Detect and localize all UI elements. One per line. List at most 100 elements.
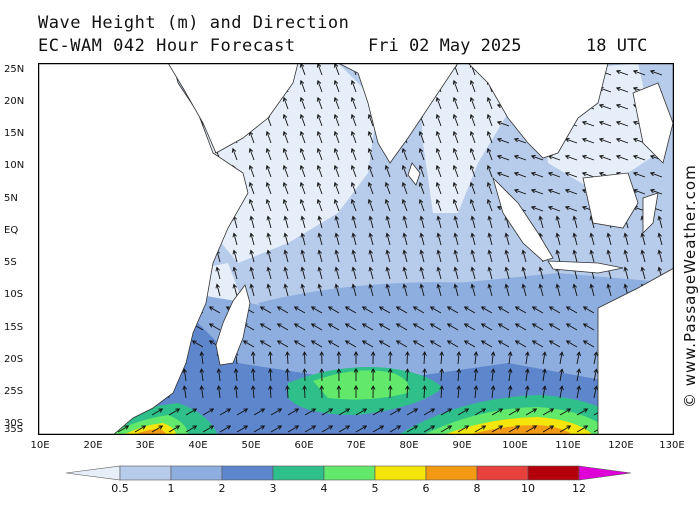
legend-label: 0.5 xyxy=(111,482,129,495)
wave-arrow xyxy=(402,148,408,161)
wave-arrow-head xyxy=(249,232,254,238)
wave-arrow-head xyxy=(632,171,638,177)
wave-arrow xyxy=(440,408,452,416)
wave-arrow xyxy=(436,148,442,161)
wave-arrow-head xyxy=(175,408,181,413)
wave-arrow xyxy=(436,165,442,178)
wave-arrow xyxy=(219,425,231,433)
wave-arrow-head xyxy=(419,232,424,238)
wave-arrow xyxy=(301,216,306,229)
wave-arrow-head xyxy=(311,425,317,430)
wave-arrow-head xyxy=(419,249,424,255)
wave-arrow-head xyxy=(418,130,424,136)
wave-arrow xyxy=(328,340,340,348)
wave-arrow-head xyxy=(581,171,587,177)
wave-arrow-head xyxy=(463,340,469,345)
wave-arrow-head xyxy=(419,266,424,272)
wave-arrow xyxy=(283,182,289,195)
wave-arrow xyxy=(641,267,646,280)
wave-arrow xyxy=(633,189,646,195)
lat-label: 5S xyxy=(4,257,17,268)
wave-arrow xyxy=(487,182,493,195)
wave-arrow-head xyxy=(336,368,342,373)
wave-arrow xyxy=(582,138,595,144)
wave-arrow-head xyxy=(615,86,621,92)
wave-arrow xyxy=(318,216,323,229)
wave-arrow-head xyxy=(657,215,662,221)
wave-arrow-head xyxy=(486,198,492,204)
wave-arrow-head xyxy=(379,408,385,413)
wave-arrow-head xyxy=(456,351,462,356)
wave-arrow xyxy=(583,323,595,331)
wave-arrow-head xyxy=(243,425,249,430)
wave-arrow xyxy=(508,425,520,433)
wave-arrow-head xyxy=(649,69,655,75)
wave-arrow xyxy=(151,425,163,433)
wave-arrow xyxy=(470,131,476,144)
wave-arrow-head xyxy=(598,171,604,177)
wave-arrow-head xyxy=(243,408,249,413)
wave-arrow-head xyxy=(469,113,475,119)
wave-arrow xyxy=(183,386,187,399)
wave-arrow xyxy=(301,233,306,246)
wave-arrow-head xyxy=(208,340,214,345)
wave-arrow-head xyxy=(469,96,475,102)
wave-arrow-head xyxy=(507,368,513,374)
wave-arrow-head xyxy=(350,181,356,187)
wave-arrow-head xyxy=(582,306,588,311)
wave-arrow xyxy=(269,385,272,399)
wave-arrow xyxy=(216,284,221,297)
wave-arrow xyxy=(641,233,646,246)
wave-arrow xyxy=(457,425,469,433)
wave-arrow-head xyxy=(542,385,547,391)
wave-arrow-head xyxy=(268,385,273,390)
wave-arrow-head xyxy=(387,368,393,373)
wave-arrow-head xyxy=(319,368,325,373)
wave-arrow-head xyxy=(300,266,305,272)
wave-arrow xyxy=(202,425,214,433)
wave-arrow-head xyxy=(250,351,256,356)
wave-arrow-head xyxy=(350,198,356,204)
wave-arrow-head xyxy=(368,283,373,289)
wave-arrow-head xyxy=(353,368,359,373)
wave-arrow-head xyxy=(293,340,299,345)
wave-arrow-head xyxy=(299,198,305,204)
wave-arrow xyxy=(464,340,476,348)
wave-arrow xyxy=(368,182,374,195)
wave-arrow xyxy=(253,425,265,433)
wave-arrow-head xyxy=(532,425,538,430)
wave-arrow xyxy=(368,148,374,161)
lon-label: 80E xyxy=(399,440,419,451)
wave-arrow xyxy=(497,121,510,127)
wave-arrow xyxy=(260,323,272,331)
wave-arrow xyxy=(403,250,408,263)
wave-arrow-head xyxy=(317,249,322,255)
wave-arrow-head xyxy=(632,154,638,160)
wave-arrow-head xyxy=(640,249,645,255)
wave-arrow-head xyxy=(582,323,588,328)
wave-arrow-head xyxy=(547,205,553,211)
wave-arrow xyxy=(185,425,197,433)
wave-arrow-head xyxy=(649,188,655,194)
wave-arrow xyxy=(436,182,442,195)
wave-arrow xyxy=(624,267,629,280)
wave-arrow-head xyxy=(549,408,555,413)
wave-arrow-head xyxy=(266,283,271,289)
wave-arrow-head xyxy=(447,425,453,430)
wave-arrow-head xyxy=(378,306,384,311)
wave-arrow xyxy=(277,323,289,331)
wave-arrow xyxy=(232,148,238,161)
wave-arrow xyxy=(487,148,493,161)
wave-arrow xyxy=(151,408,163,416)
wave-arrow xyxy=(260,340,272,348)
wave-arrow-head xyxy=(350,164,356,170)
wave-arrow-head xyxy=(345,425,351,430)
wave-arrow-head xyxy=(316,198,322,204)
wave-arrow xyxy=(423,368,426,382)
wave-arrow-head xyxy=(316,164,322,170)
wave-arrow-head xyxy=(401,147,407,153)
land-arabia xyxy=(167,63,299,154)
wave-arrow xyxy=(266,131,272,144)
wave-arrow-head xyxy=(496,171,502,177)
wave-arrow xyxy=(488,250,493,263)
